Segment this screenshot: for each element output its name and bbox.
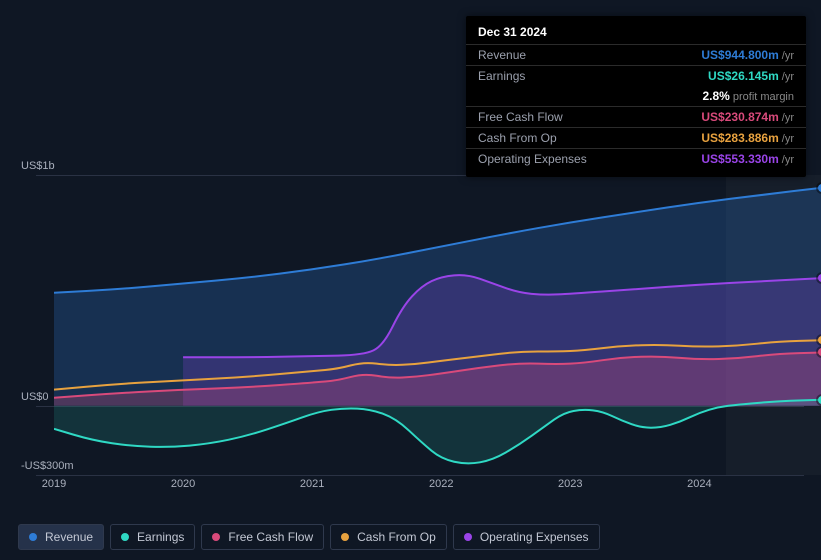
legend-dot-icon xyxy=(29,533,37,541)
tooltip-label: Free Cash Flow xyxy=(478,110,563,124)
gridline xyxy=(36,475,804,476)
legend-item-cash_from_op[interactable]: Cash From Op xyxy=(330,524,447,550)
tooltip-profit-margin: 2.8%profit margin xyxy=(466,86,806,106)
x-axis-label: 2019 xyxy=(42,478,66,491)
tooltip-row: Cash From Op US$283.886m/yr xyxy=(466,127,806,148)
tooltip-row: Earnings US$26.145m/yr xyxy=(466,65,806,86)
tooltip-value: US$26.145m/yr xyxy=(708,69,794,83)
tooltip-row: Free Cash Flow US$230.874m/yr xyxy=(466,106,806,127)
chart-tooltip: Dec 31 2024 Revenue US$944.800m/yr Earnings… xyxy=(466,16,806,177)
legend-label: Operating Expenses xyxy=(480,530,589,544)
tooltip-value: US$283.886m/yr xyxy=(701,131,794,145)
legend-dot-icon xyxy=(341,533,349,541)
legend-label: Revenue xyxy=(45,530,93,544)
legend-label: Free Cash Flow xyxy=(228,530,313,544)
tooltip-header: Dec 31 2024 xyxy=(466,24,806,44)
legend-item-free_cash_flow[interactable]: Free Cash Flow xyxy=(201,524,324,550)
legend-dot-icon xyxy=(464,533,472,541)
legend-label: Earnings xyxy=(137,530,184,544)
legend-item-revenue[interactable]: Revenue xyxy=(18,524,104,550)
legend-dot-icon xyxy=(121,533,129,541)
x-axis-label: 2021 xyxy=(300,478,324,491)
chart-legend: Revenue Earnings Free Cash Flow Cash From O… xyxy=(18,524,600,550)
x-axis-label: 2020 xyxy=(171,478,195,491)
x-axis-label: 2022 xyxy=(429,478,453,491)
legend-dot-icon xyxy=(212,533,220,541)
tooltip-label: Revenue xyxy=(478,48,526,62)
x-axis-label: 2023 xyxy=(558,478,582,491)
tooltip-value: US$230.874m/yr xyxy=(701,110,794,124)
x-axis-label: 2024 xyxy=(687,478,711,491)
tooltip-label: Operating Expenses xyxy=(478,152,587,166)
tooltip-value: US$944.800m/yr xyxy=(701,48,794,62)
tooltip-row: Revenue US$944.800m/yr xyxy=(466,44,806,65)
tooltip-row: Operating Expenses US$553.330m/yr xyxy=(466,148,806,169)
tooltip-value: US$553.330m/yr xyxy=(701,152,794,166)
earnings-area xyxy=(54,400,821,464)
legend-item-operating_expenses[interactable]: Operating Expenses xyxy=(453,524,600,550)
tooltip-label: Cash From Op xyxy=(478,131,557,145)
legend-label: Cash From Op xyxy=(357,530,436,544)
y-axis-label: US$0 xyxy=(21,391,49,403)
y-axis-label: US$1b xyxy=(21,160,55,172)
legend-item-earnings[interactable]: Earnings xyxy=(110,524,195,550)
tooltip-label: Earnings xyxy=(478,69,525,83)
plot-area[interactable] xyxy=(54,175,821,475)
